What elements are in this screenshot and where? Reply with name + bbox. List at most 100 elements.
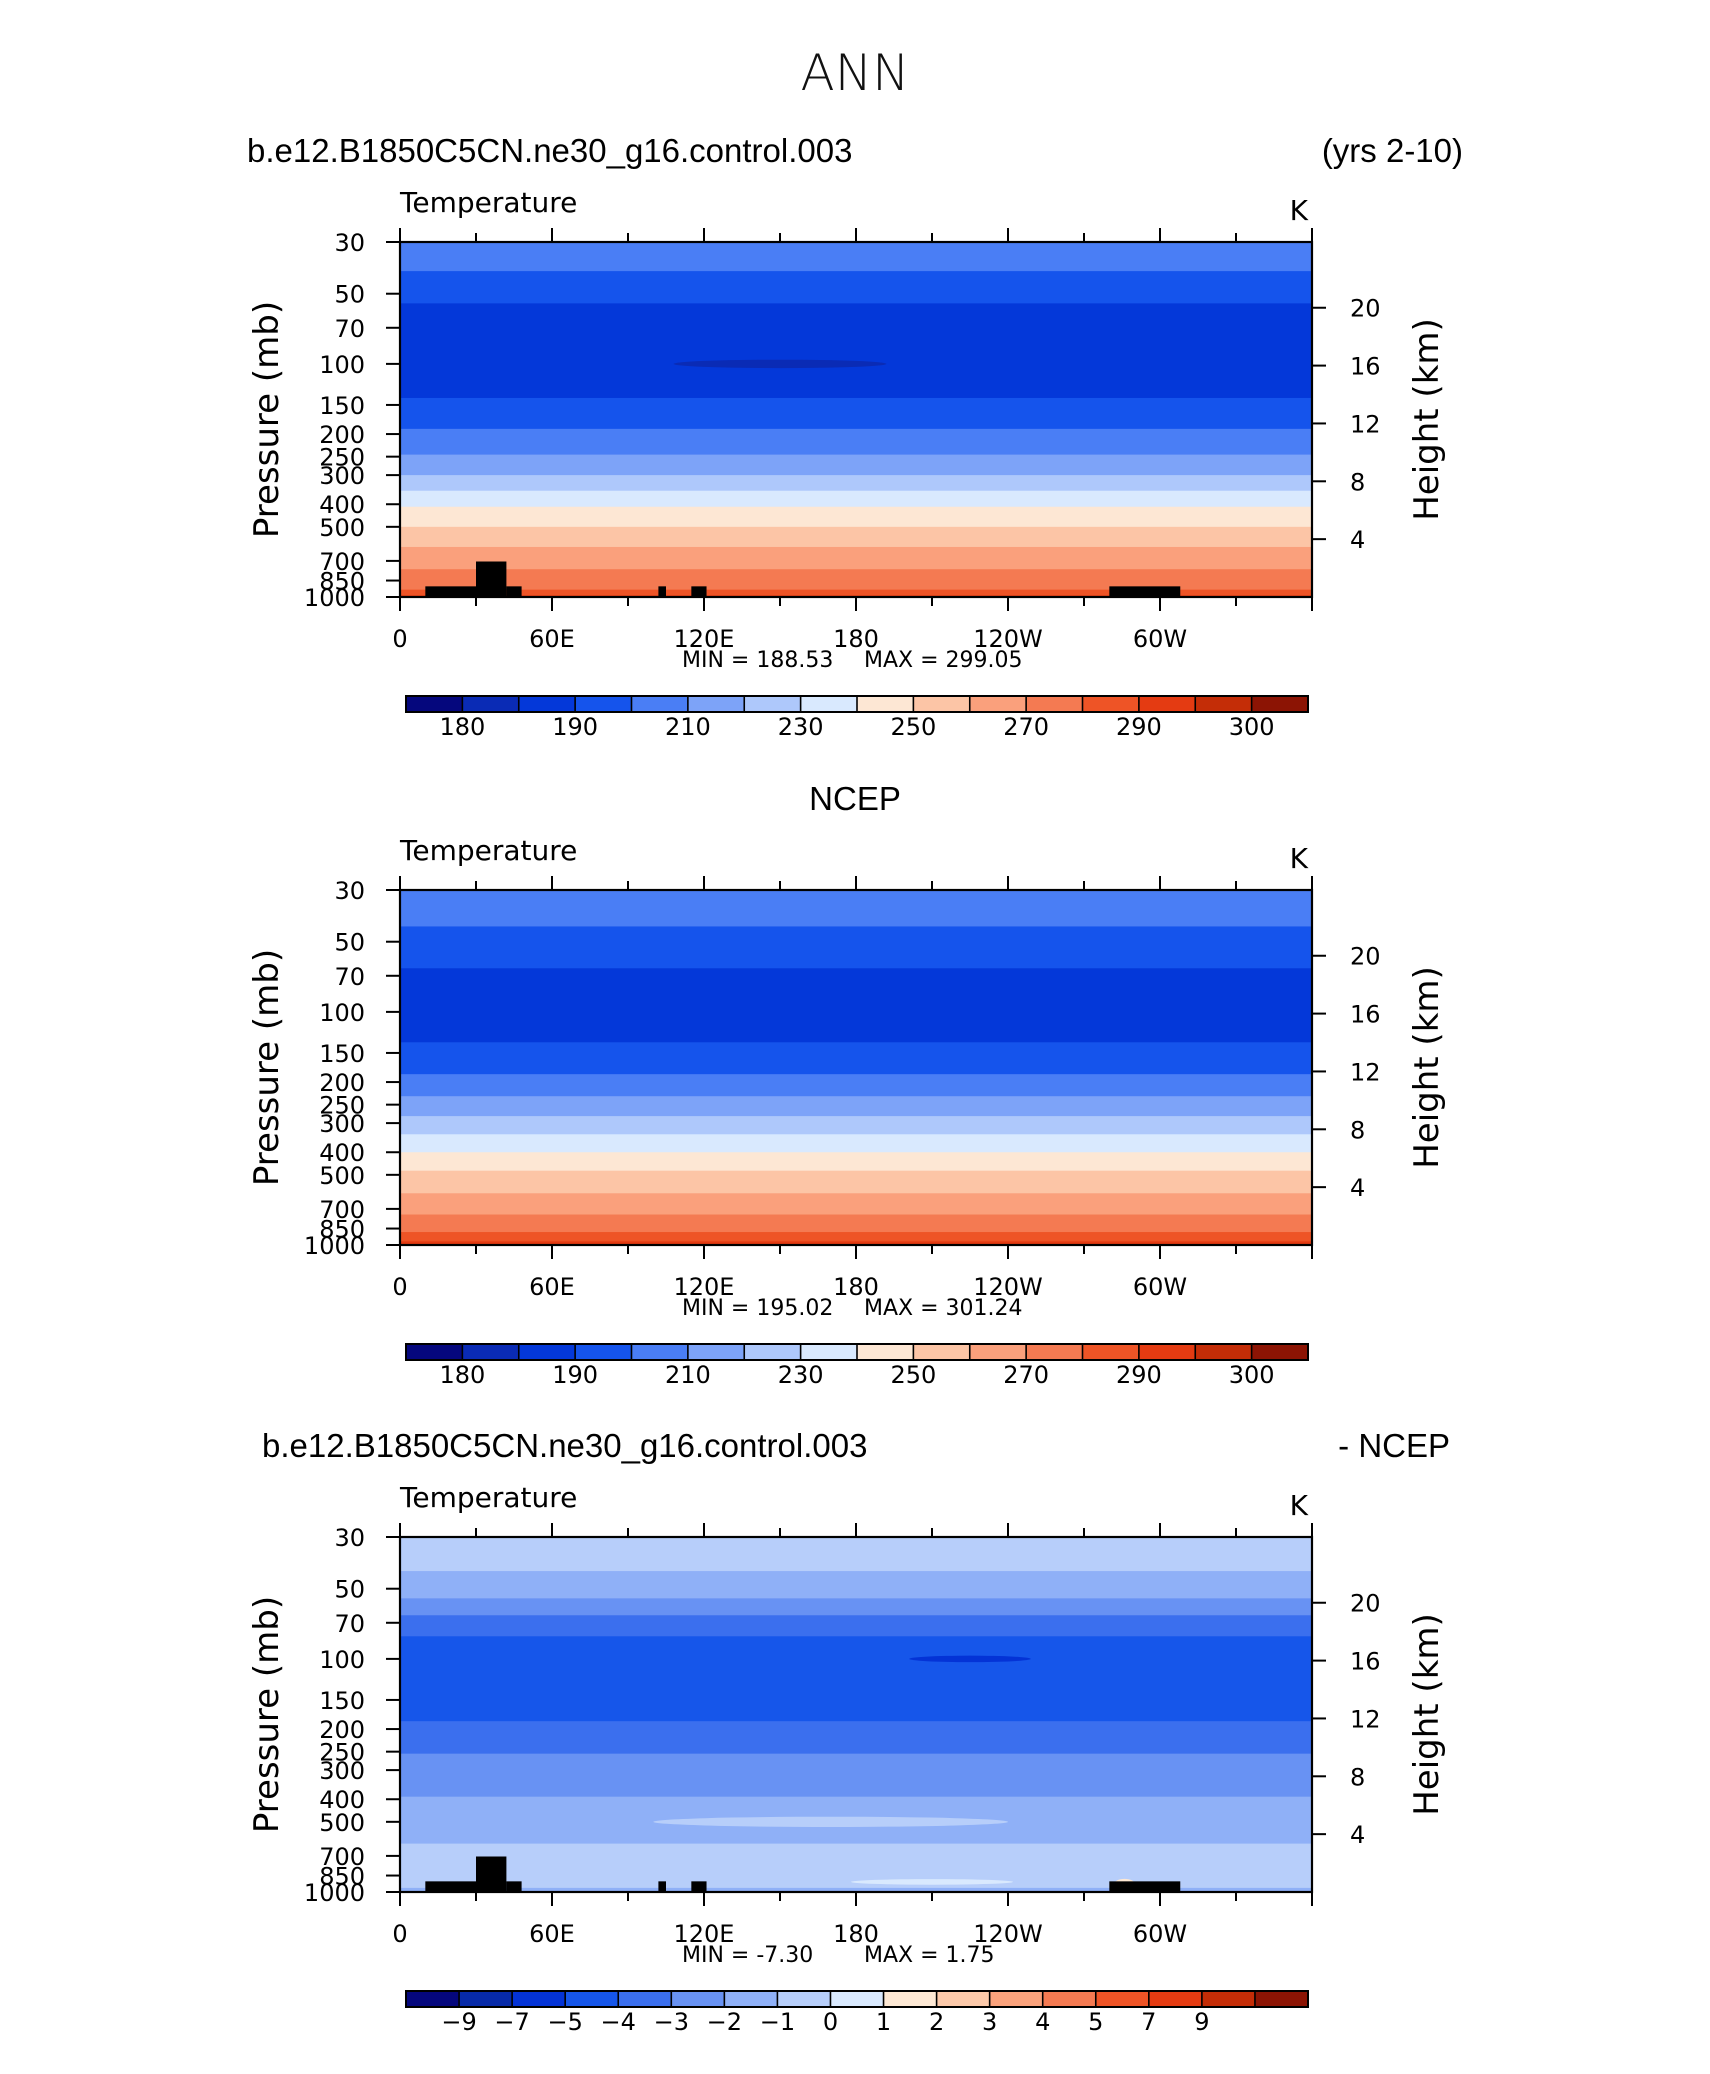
colorbar-swatch	[406, 696, 463, 712]
y-tick-label: 30	[334, 1524, 365, 1552]
y-tick-label: 200	[319, 1716, 365, 1744]
topography-mask	[476, 561, 507, 597]
colorbar-label: −2	[707, 2008, 742, 2036]
min-label: MIN = 195.02	[682, 1296, 833, 1321]
topography-mask	[476, 1856, 507, 1892]
contour-band	[400, 1232, 1312, 1242]
colorbar-swatch	[744, 696, 802, 712]
contour-band	[400, 1134, 1312, 1153]
colorbar-swatch	[1254, 1991, 1309, 2007]
y-tick-label: 1000	[304, 1232, 365, 1260]
plot-area	[400, 1537, 1312, 1892]
colorbar-label: 7	[1141, 2008, 1156, 2036]
y-tick-label: 400	[319, 1139, 365, 1167]
y-tick-label: 300	[319, 1110, 365, 1138]
field-label: Temperature	[399, 186, 577, 219]
colorbar-label: 180	[439, 713, 485, 741]
colorbar-swatch	[1148, 1991, 1203, 2007]
right-tick-label: 16	[1350, 353, 1381, 381]
y-tick-label: 500	[319, 1162, 365, 1190]
colorbar-swatch	[830, 1991, 884, 2007]
colorbar-swatch	[565, 1991, 619, 2007]
contour-band	[400, 1615, 1312, 1637]
colorbar-swatch	[777, 1991, 831, 2007]
contour-blob	[673, 359, 887, 369]
right-tick-label: 12	[1350, 1705, 1381, 1733]
colorbar-label: −3	[654, 2008, 689, 2036]
topography-mask	[506, 586, 522, 597]
x-tick-label: 60E	[529, 625, 575, 653]
y-tick-label: 30	[334, 229, 365, 257]
contour-band	[400, 1598, 1312, 1616]
right-tick-label: 20	[1350, 943, 1381, 971]
x-tick-label: 60W	[1133, 1920, 1187, 1948]
colorbar-swatch	[1042, 1991, 1097, 2007]
panel-case-label: b.e12.B1850C5CN.ne30_g16.control.003	[262, 1427, 867, 1464]
colorbar-label: 3	[982, 2008, 997, 2036]
y-tick-label: 700	[319, 1843, 365, 1871]
colorbar-label: 290	[1116, 713, 1162, 741]
y-axis-title: Pressure (mb)	[247, 1596, 287, 1833]
contour-band	[400, 303, 1312, 399]
y-tick-label: 200	[319, 421, 365, 449]
x-tick-label: 60W	[1133, 1273, 1187, 1301]
colorbar-swatch	[512, 1991, 566, 2007]
contour-band	[400, 475, 1312, 492]
colorbar-label: 290	[1116, 1361, 1162, 1389]
contour-band	[400, 589, 1312, 597]
contour-band	[400, 546, 1312, 570]
contour-blob	[909, 1655, 1031, 1663]
right-axis-title: Height (km)	[1407, 966, 1447, 1169]
y-tick-label: 30	[334, 877, 365, 905]
colorbar-swatch	[1082, 1344, 1140, 1360]
x-tick-label: 120W	[973, 1273, 1043, 1301]
colorbar-swatch	[687, 1344, 745, 1360]
max-label: MAX = 299.05	[864, 648, 1023, 673]
colorbar-label: 270	[1003, 1361, 1049, 1389]
y-axis-title: Pressure (mb)	[247, 301, 287, 538]
panel-years-label: (yrs 2-10)	[1322, 132, 1463, 169]
field-label: Temperature	[399, 834, 577, 867]
right-tick-label: 12	[1350, 1058, 1381, 1086]
contour-band	[400, 926, 1312, 969]
right-axis-title: Height (km)	[1407, 318, 1447, 521]
min-label: MIN = 188.53	[682, 648, 833, 673]
right-tick-label: 12	[1350, 410, 1381, 438]
colorbar-swatch	[459, 1991, 513, 2007]
colorbar-swatch	[1201, 1991, 1256, 2007]
x-tick-label: 0	[392, 625, 407, 653]
colorbar-label: 4	[1035, 2008, 1050, 2036]
colorbar-label: −4	[601, 2008, 636, 2036]
colorbar-swatch	[1095, 1991, 1150, 2007]
units-label: K	[1290, 194, 1309, 227]
colorbar-swatch	[687, 696, 745, 712]
topography-mask	[425, 1881, 476, 1892]
y-tick-label: 700	[319, 1196, 365, 1224]
colorbar-swatch	[1026, 696, 1083, 712]
x-tick-label: 120W	[973, 625, 1043, 653]
y-tick-label: 400	[319, 491, 365, 519]
colorbar-swatch	[913, 696, 971, 712]
colorbar-label: 300	[1229, 1361, 1275, 1389]
colorbar-label: 230	[778, 1361, 824, 1389]
colorbar-label: 300	[1229, 713, 1275, 741]
x-tick-label: 180	[833, 625, 879, 653]
colorbar-swatch	[936, 1991, 991, 2007]
right-axis-title: Height (km)	[1407, 1613, 1447, 1816]
contour-band	[400, 1537, 1312, 1572]
colorbar-swatch	[462, 1344, 520, 1360]
topography-mask	[658, 586, 666, 597]
contour-band	[400, 397, 1312, 430]
y-tick-label: 100	[319, 1646, 365, 1674]
colorbar-label: −7	[494, 2008, 529, 2036]
y-tick-label: 850	[319, 568, 365, 596]
contour-band	[400, 1241, 1312, 1245]
right-tick-label: 8	[1350, 1116, 1365, 1144]
colorbar-swatch	[631, 696, 689, 712]
y-tick-label: 70	[334, 1610, 365, 1638]
topography-mask	[691, 586, 707, 597]
colorbar-swatch	[989, 1991, 1044, 2007]
plot-area	[400, 890, 1312, 1245]
x-tick-label: 180	[833, 1920, 879, 1948]
contour-band	[400, 890, 1312, 928]
